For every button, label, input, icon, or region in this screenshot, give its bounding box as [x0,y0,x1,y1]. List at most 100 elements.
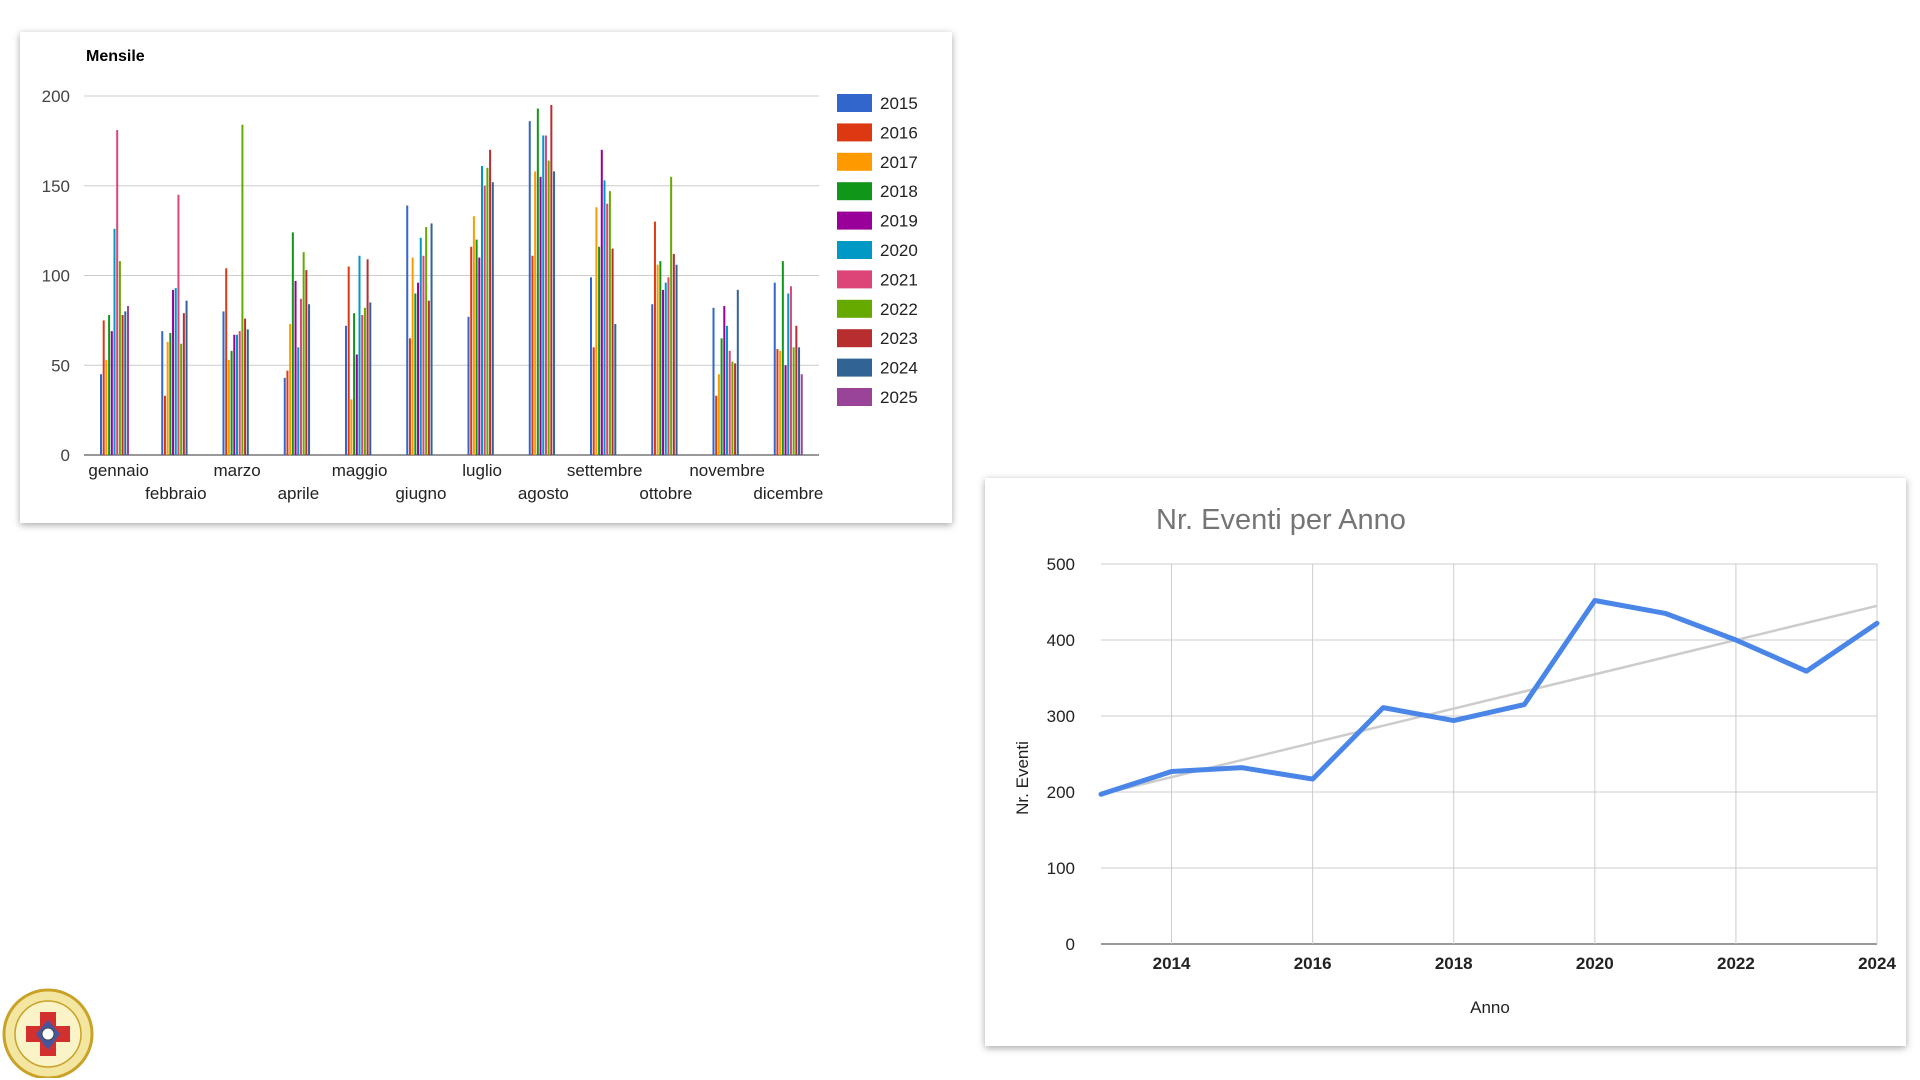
y-tick-label: 100 [42,267,70,286]
bar-settembre-2022 [608,191,611,455]
bar-aprile-2023 [305,270,308,455]
bar-gennaio-2023 [121,314,124,455]
bar-marzo-2024 [246,329,249,455]
legend-swatch-2015 [837,94,872,112]
bar-ottobre-2016 [653,221,656,455]
x-tick-label-ottobre: ottobre [639,484,692,503]
legend-label-2016: 2016 [880,123,918,142]
x-tick-label-gennaio: gennaio [88,461,149,480]
bar-novembre-2015 [712,307,715,455]
bar-dicembre-2025 [800,374,803,455]
events-line [1098,597,1880,797]
bar-marzo-2018 [230,350,233,455]
x-tick-label: 2022 [1717,954,1755,973]
bar-giugno-2020 [419,237,422,455]
bar-giugno-2015 [406,205,409,455]
organization-seal-logo [2,988,94,1078]
bar-marzo-2016 [225,268,228,455]
bar-novembre-2022 [731,361,734,455]
bar-gennaio-2017 [105,359,108,455]
yearly-chart-title: Nr. Eventi per Anno [1156,504,1406,536]
bar-gennaio-2018 [108,314,111,455]
x-tick-label-marzo: marzo [214,461,261,480]
legend-swatch-2017 [837,152,872,171]
bar-dicembre-2015 [773,282,776,455]
bar-dicembre-2016 [776,349,779,455]
y-tick-label: 200 [42,87,70,106]
bar-marzo-2020 [236,334,238,455]
legend-label-2018: 2018 [880,182,918,201]
bar-ottobre-2018 [659,261,662,455]
bar-luglio-2016 [470,246,473,455]
bar-dicembre-2019 [784,365,787,455]
bar-luglio-2021 [483,185,486,455]
legend-label-2024: 2024 [880,359,918,378]
bar-agosto-2024 [553,171,556,455]
bar-settembre-2018 [598,246,601,455]
bar-luglio-2017 [472,216,475,455]
bar-ottobre-2019 [662,289,665,455]
bar-marzo-2022 [241,124,244,455]
bar-ottobre-2015 [651,304,654,455]
bar-novembre-2016 [715,395,718,455]
bar-maggio-2024 [369,302,372,455]
bar-luglio-2024 [491,182,494,455]
legend-swatch-2025 [837,388,872,406]
bar-marzo-2015 [222,311,225,455]
bar-gennaio-2016 [102,320,105,455]
bar-maggio-2023 [366,259,369,455]
bar-marzo-2019 [233,334,236,455]
bar-giugno-2018 [414,293,417,455]
bar-aprile-2024 [308,304,311,455]
bar-maggio-2022 [363,307,366,455]
x-tick-label-dicembre: dicembre [753,484,823,503]
bar-dicembre-2021 [789,286,792,455]
bar-marzo-2021 [238,331,241,455]
bar-aprile-2021 [299,298,302,455]
bar-febbraio-2023 [182,313,185,455]
legend-swatch-2019 [837,211,872,230]
bar-novembre-2017 [717,374,720,455]
bar-ottobre-2022 [670,176,673,455]
bar-novembre-2018 [720,338,723,455]
bar-aprile-2016 [286,370,289,455]
monthly-chart: Mensile 0 50 100 150 200 gennaio febbraio marzo… [42,48,918,503]
y-tick-label: 500 [1047,555,1075,574]
x-tick-label-febbraio: febbraio [145,484,206,503]
bar-gennaio-2021 [116,130,119,455]
bar-gennaio-2020 [113,228,116,455]
y-tick-label: 50 [51,356,70,375]
bar-aprile-2020 [297,347,300,455]
y-tick-label: 0 [61,446,70,465]
bar-luglio-2020 [481,166,483,455]
bar-maggio-2021 [361,314,364,455]
bar-dicembre-2017 [779,350,782,455]
bar-settembre-2023 [611,248,614,455]
bar-agosto-2016 [531,255,534,455]
x-tick-label-maggio: maggio [332,461,388,480]
bar-febbraio-2022 [180,343,183,455]
legend-label-2025: 2025 [880,388,918,407]
bar-aprile-2018 [291,232,294,455]
bar-gennaio-2015 [100,374,102,455]
bar-novembre-2020 [726,325,728,455]
bar-agosto-2019 [539,176,542,455]
bar-giugno-2024 [430,223,433,455]
bar-giugno-2017 [411,257,414,455]
bar-aprile-2017 [289,323,292,455]
x-tick-label-aprile: aprile [278,484,320,503]
x-tick-label: 2020 [1576,954,1614,973]
bar-agosto-2015 [528,121,531,455]
legend-label-2017: 2017 [880,153,918,172]
x-tick-label-giugno: giugno [395,484,446,503]
bar-agosto-2022 [547,160,550,455]
y-tick-label: 300 [1047,707,1075,726]
legend-swatch-2018 [837,182,872,201]
bar-luglio-2019 [478,257,481,455]
x-tick-label-novembre: novembre [689,461,765,480]
legend-label-2019: 2019 [880,212,918,231]
bar-agosto-2020 [542,135,545,455]
bar-settembre-2019 [600,149,603,455]
bar-maggio-2016 [347,266,350,455]
legend-label-2021: 2021 [880,270,918,289]
